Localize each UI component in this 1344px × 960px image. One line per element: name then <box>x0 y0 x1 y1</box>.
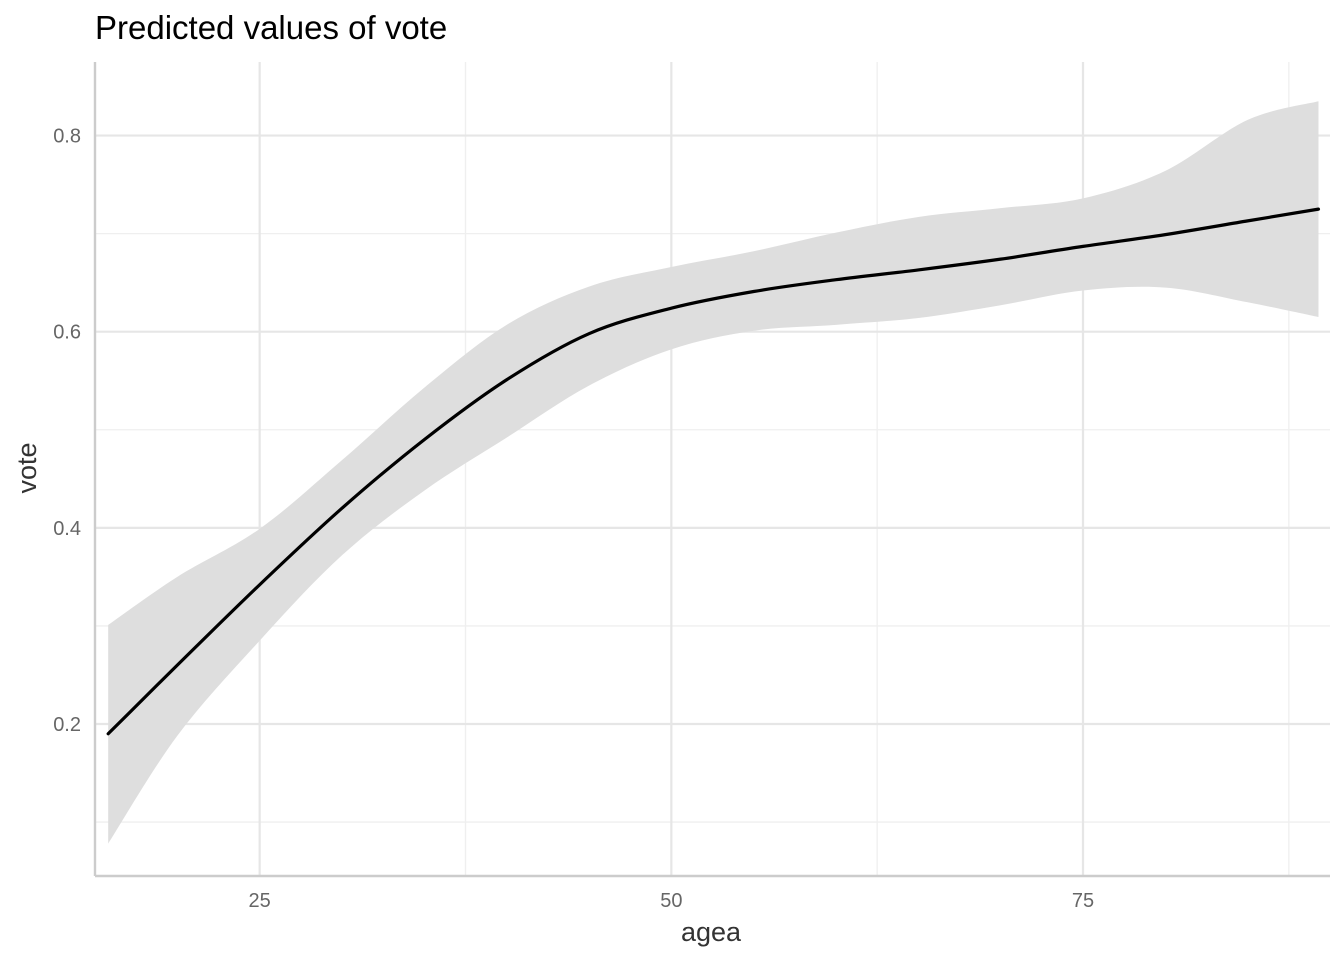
prediction-line <box>106 207 1321 736</box>
x-tick-label: 25 <box>249 890 271 912</box>
confidence-band-layer <box>108 101 1319 844</box>
y-tick-label: 0.2 <box>53 714 81 736</box>
confidence-band <box>108 101 1319 844</box>
prediction-line-layer <box>106 207 1321 736</box>
chart-title: Predicted values of vote <box>95 9 447 46</box>
x-tick-label: 50 <box>660 890 682 912</box>
plot-grid <box>95 62 1330 876</box>
plot-axes <box>93 62 1330 878</box>
y-tick-label: 0.8 <box>53 126 81 148</box>
x-axis-title: agea <box>681 917 742 947</box>
x-tick-labels: 25 50 75 <box>249 890 1095 912</box>
y-axis-title: vote <box>12 442 42 493</box>
y-tick-labels: 0.2 0.4 0.6 0.8 <box>53 126 81 736</box>
y-tick-label: 0.4 <box>53 518 81 540</box>
x-tick-label: 75 <box>1072 890 1094 912</box>
y-tick-label: 0.6 <box>53 322 81 344</box>
